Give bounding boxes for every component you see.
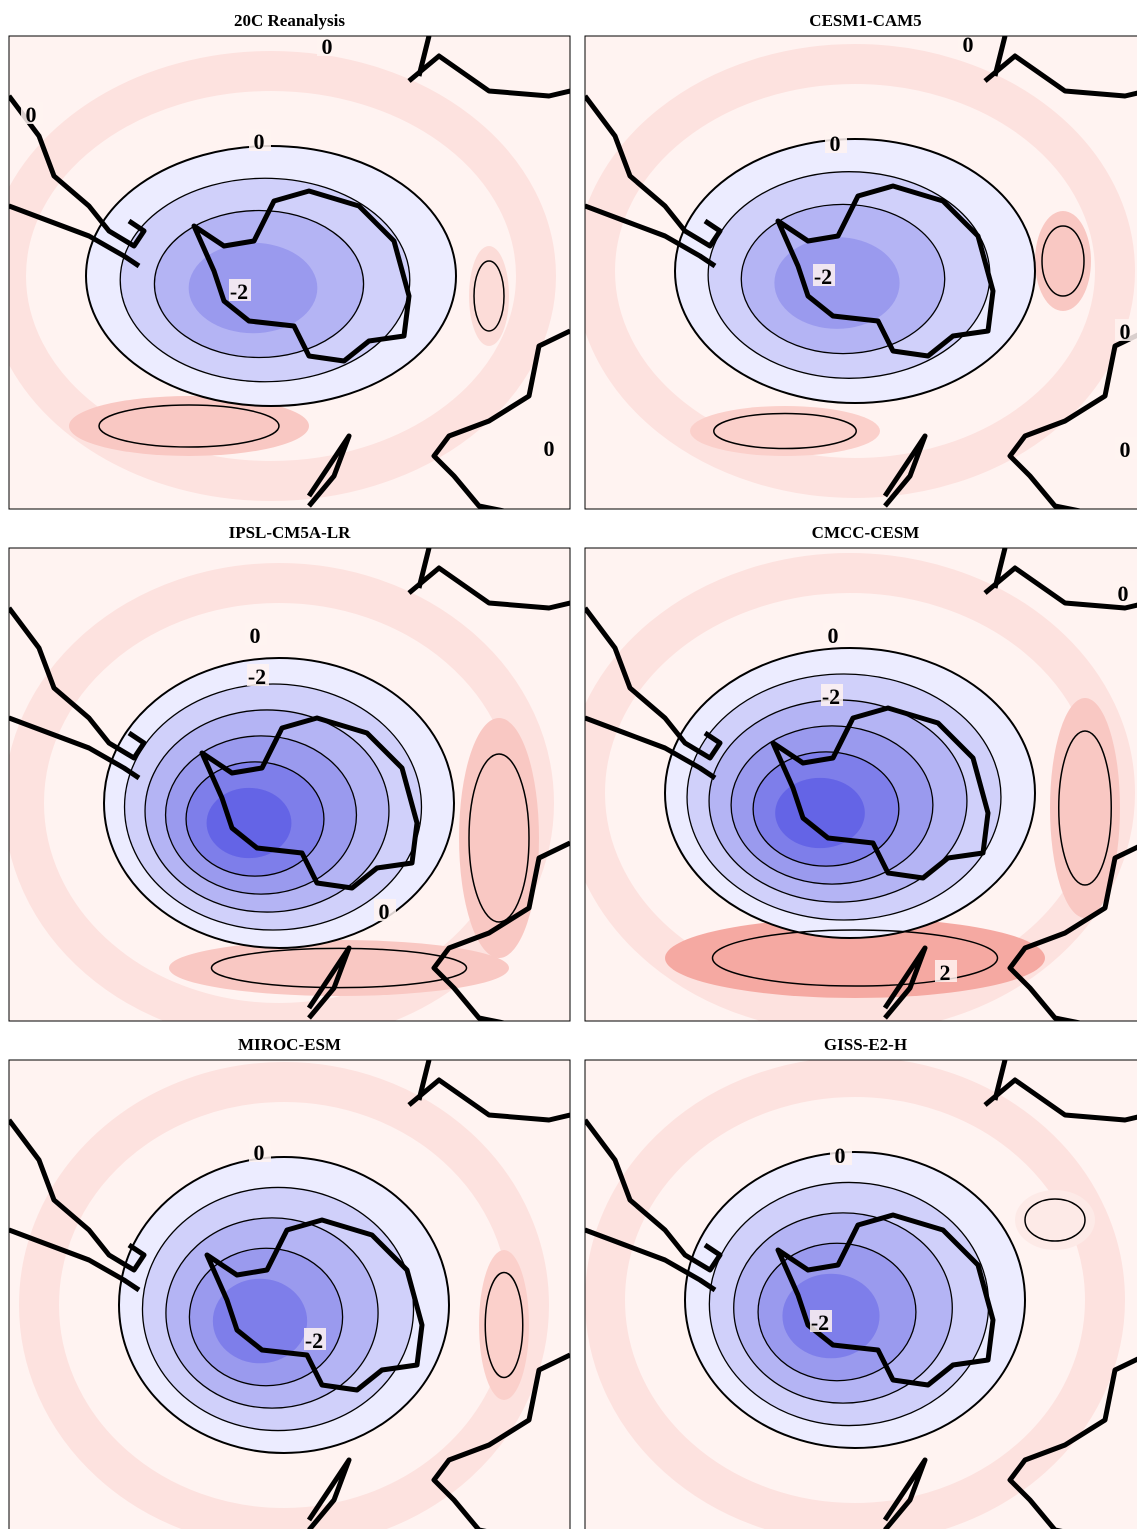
panel-title: MIROC-ESM [238,1035,341,1054]
contour-label: 2 [940,960,951,985]
contour-label: 0 [254,1140,265,1165]
contour-label: 0 [322,34,333,59]
map-panel: 00-200 [585,32,1137,516]
contour-label: 0 [1118,581,1129,606]
contour-label: 0 [835,1143,846,1168]
contour-label: 0 [250,623,261,648]
map-panel: 0 -2 [9,1060,570,1529]
contour-label: 0 [1120,319,1131,344]
contour-label: -2 [811,1310,829,1335]
negative-anomaly [775,778,865,848]
map-panel: 0 -2 2 0 [585,548,1137,1028]
contour-label: 0 [828,623,839,648]
map-panel: 0 -2 0 [9,548,570,1028]
panel-title: CMCC-CESM [812,523,920,542]
map-panel: 0 -2 [585,1060,1137,1529]
contour-label: -2 [822,684,840,709]
panel-title: CESM1-CAM5 [809,11,921,30]
panel-title: IPSL-CM5A-LR [229,523,352,542]
contour-label: -2 [305,1328,323,1353]
figure: 20C Reanalysis 0 0 0 -2 0 CESM1-CAM5 0 0 -2 0 0 IPSL… [0,0,1137,1529]
negative-anomaly [207,788,292,858]
panel-title: GISS-E2-H [824,1035,907,1054]
contour-label: 0 [254,129,265,154]
contour-label: -2 [248,664,266,689]
contour-label: 0 [544,436,555,461]
contour-label: 0 [26,102,37,127]
contour-label: 0 [1120,437,1131,462]
contour-label: 0 [379,899,390,924]
map-panel: 0 0 0 -2 0 [6,34,570,516]
contour-label: 0 [830,131,841,156]
panel-title: 20C Reanalysis [234,11,345,30]
contour-label: -2 [230,279,248,304]
contour-label: -2 [814,264,832,289]
